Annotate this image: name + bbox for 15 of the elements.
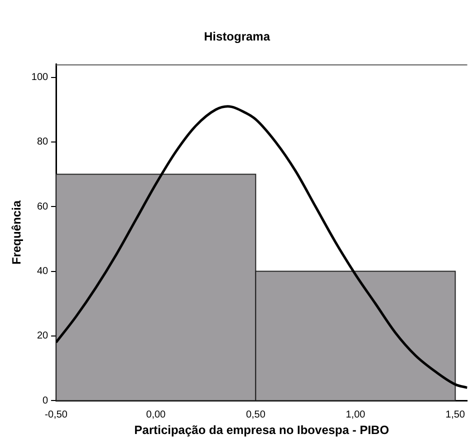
x-tick-label: 1,00: [346, 409, 366, 420]
chart-title: Histograma: [204, 30, 270, 44]
y-tick-label: 60: [36, 201, 49, 212]
x-tick-label: 0,00: [146, 409, 166, 420]
x-axis-title: Participação da empresa no Ibovespa - PIBO: [134, 423, 390, 438]
y-tick-label: 20: [36, 330, 49, 342]
y-tick-label: 100: [31, 72, 49, 84]
line-series: [56, 105, 468, 389]
x-tick-label: -0,50: [44, 409, 68, 420]
x-tick-label: 1,50: [446, 409, 466, 420]
y-axis-title: Frequência: [10, 200, 24, 265]
y-tick-label: 0: [42, 395, 49, 406]
x-tick-label: 0,50: [246, 409, 266, 420]
y-tick-label: 80: [36, 136, 49, 148]
y-tick-label: 40: [36, 266, 49, 278]
